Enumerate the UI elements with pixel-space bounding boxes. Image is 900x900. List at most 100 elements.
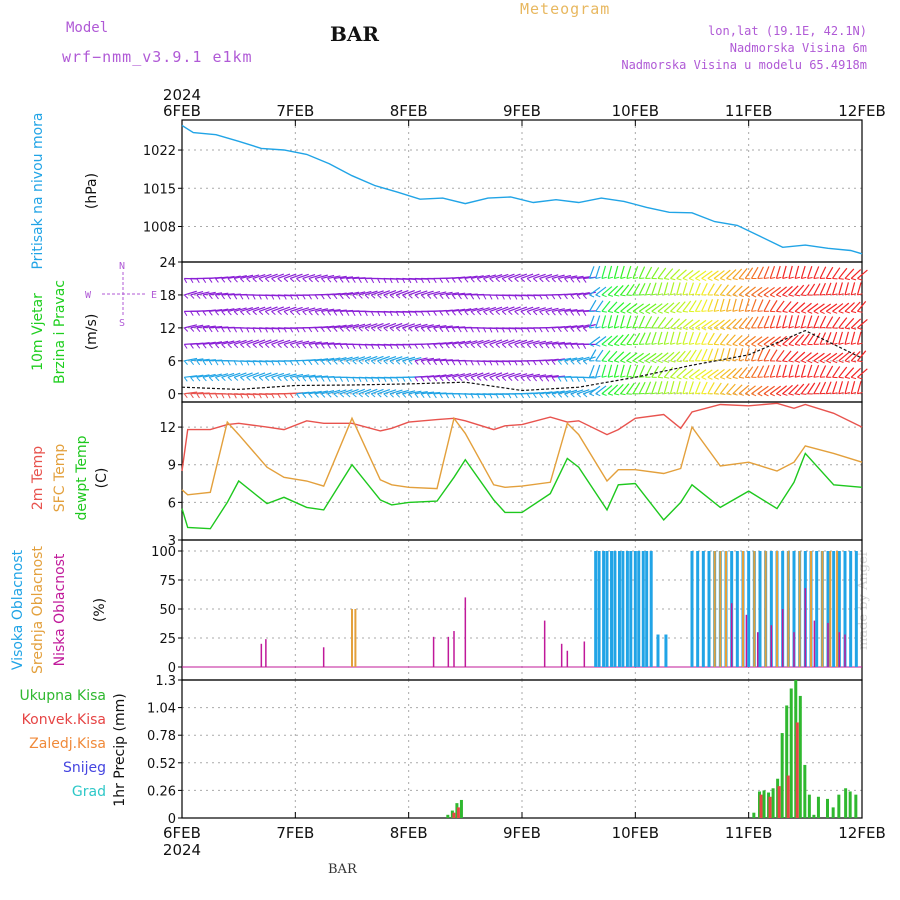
y-tick-label: 1.04 [147, 702, 176, 717]
wind-barb-flag [626, 326, 632, 329]
cloud-bar [260, 643, 263, 667]
cloud-bar [849, 551, 853, 667]
wind-barb [738, 317, 748, 329]
precip-bar [452, 812, 456, 818]
wind-barb [613, 351, 625, 362]
wind-barb [258, 306, 272, 312]
wind-barb-flag [570, 327, 575, 332]
wind-barb-flag [314, 278, 320, 283]
wind-unit: (m/s) [84, 314, 100, 351]
wind-barb-flag [782, 393, 788, 396]
wind-barb [613, 302, 625, 312]
wind-barb-flag [333, 278, 338, 283]
wind-barb [738, 335, 750, 345]
wind-barb [296, 273, 309, 280]
wind-barb-flag [227, 311, 232, 316]
wind-barb [744, 366, 754, 378]
altitude-label: Nadmorska Visina 6m [729, 41, 867, 55]
y-tick-label: 50 [159, 603, 176, 618]
wind-barb-flag [221, 360, 225, 366]
wind-barb-flag [514, 311, 519, 316]
wind-barb [856, 282, 862, 296]
wind-barb [644, 381, 652, 394]
wind-barb-flag [501, 376, 507, 381]
wind-barb-flag [614, 326, 620, 329]
wind-barb-flag [676, 327, 682, 330]
wind-barb-flag [595, 393, 601, 397]
wind-barb-flag [851, 376, 857, 380]
wind-barb-flag [283, 343, 289, 349]
wind-barb-flag [377, 294, 382, 299]
wind-barb-flag [495, 327, 499, 333]
wind-barb [620, 284, 630, 296]
x-tick-label-top: 12FEB [838, 102, 885, 120]
wind-barb-flag [832, 392, 838, 395]
wind-barb [595, 300, 604, 312]
wind-barb [694, 299, 703, 312]
wind-barb-flag [532, 376, 538, 382]
y-tick-label: 75 [159, 574, 176, 589]
wind-barb [495, 339, 509, 345]
wind-barb-flag [607, 343, 614, 347]
wind-barb [813, 332, 821, 345]
wind-barb [445, 373, 459, 378]
wind-barb [333, 389, 347, 395]
wind-barb [719, 368, 731, 378]
wind-barb-flag [483, 360, 487, 366]
wind-barb-flag [738, 376, 745, 379]
wind-barb-flag [851, 310, 857, 314]
wind-barb-flag [352, 311, 356, 316]
wind-barb [458, 340, 472, 345]
wind-barb [209, 292, 223, 296]
wind-barb-flag [664, 392, 670, 395]
wind-barb [196, 374, 210, 378]
wind-barb [308, 341, 322, 345]
wind-barb [196, 342, 210, 345]
wind-barb-flag [838, 310, 844, 314]
wind-barb-flag [726, 393, 732, 396]
wind-barb [558, 325, 572, 329]
wind-barb-flag [763, 326, 769, 329]
wind-barb-flag [639, 277, 645, 279]
wind-barb [196, 291, 210, 296]
wind-barb [856, 381, 862, 394]
wind-barb [750, 316, 759, 329]
wind-barb [688, 331, 694, 345]
wind-barb-flag [751, 393, 757, 397]
wind-barb [807, 333, 816, 345]
wind-barb [402, 390, 416, 395]
wind-barb [551, 341, 565, 345]
wind-barb-flag [458, 344, 463, 349]
wind-barb [545, 358, 559, 362]
wind-barb [850, 301, 861, 312]
wind-barb [626, 364, 632, 378]
wind-barb-flag [795, 294, 801, 297]
wind-barb [813, 382, 821, 395]
wind-barb-flag [320, 344, 325, 349]
wind-barb [701, 332, 708, 345]
wind-barb [607, 285, 619, 296]
wind-barb-flag [483, 294, 487, 300]
wind-barb-flag [426, 360, 431, 366]
wind-barb [470, 372, 484, 378]
wind-barb [533, 273, 546, 280]
x-tick-label-bottom: 7FEB [276, 824, 314, 842]
wind-barb [769, 364, 776, 378]
wind-barb [832, 303, 844, 312]
wind-barb [726, 285, 736, 296]
year-label-bottom: 2024 [163, 841, 201, 859]
wind-barb [414, 357, 428, 362]
wind-barb [769, 315, 776, 329]
wind-barb-flag [377, 327, 382, 332]
wind-barb-flag [426, 376, 431, 382]
y-tick-label: 0.26 [147, 784, 176, 799]
wind-barb [800, 333, 810, 345]
wind-barb-flag [526, 278, 532, 283]
wind-barb-flag [801, 294, 807, 297]
wind-barb [651, 316, 660, 329]
wind-barb [433, 291, 447, 296]
wind-barb-flag [240, 343, 245, 349]
wind-barb-flag [582, 377, 586, 382]
wind-barb-flag [807, 375, 813, 378]
wind-barb-flag [670, 360, 676, 363]
